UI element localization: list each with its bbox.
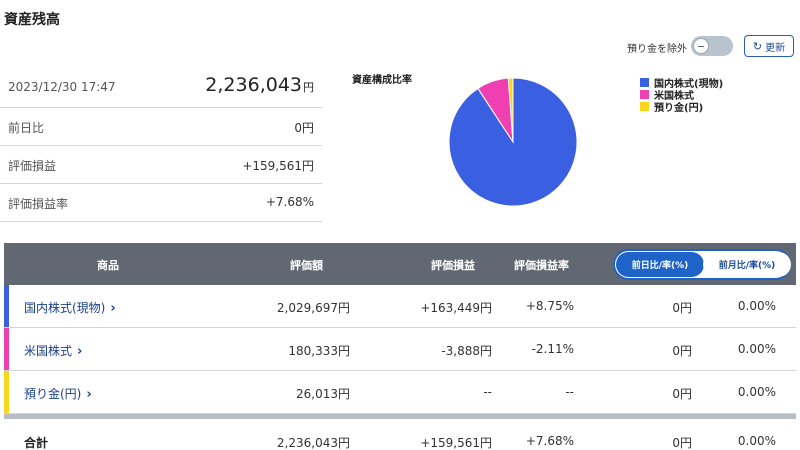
refresh-button[interactable]: ↻ 更新 bbox=[744, 35, 794, 57]
cell-gain-rate: -2.11% bbox=[531, 342, 574, 356]
row-color-bar bbox=[4, 285, 9, 327]
summary-panel: 2023/12/30 17:47 2,236,043円 前日比 0円 評価損益 … bbox=[0, 66, 322, 222]
legend-swatch bbox=[640, 102, 649, 111]
chevron-right-icon: › bbox=[77, 344, 83, 359]
header-gain: 評価損益 bbox=[431, 259, 475, 272]
table-row: 米国株式 › 180,333円 -3,888円 -2.11% 0円 0.00% bbox=[4, 328, 796, 371]
month-comparison-button[interactable]: 前月比/率(%) bbox=[703, 252, 791, 277]
cell-value: 2,236,043円 bbox=[276, 436, 350, 450]
header-gain-rate: 評価損益率 bbox=[514, 259, 569, 272]
summary-row-value: +7.68% bbox=[265, 195, 314, 209]
cell-diff-rate: 0.00% bbox=[737, 385, 776, 399]
cell-value: 2,029,697円 bbox=[276, 301, 350, 315]
total-label: 合計 bbox=[24, 436, 49, 450]
cell-value: 180,333円 bbox=[288, 344, 350, 358]
product-link-deposit[interactable]: 預り金(円) › bbox=[24, 387, 92, 402]
legend-swatch bbox=[640, 90, 649, 99]
table-row: 国内株式(現物) › 2,029,697円 +163,449円 +8.75% 0円… bbox=[4, 285, 796, 328]
header-product: 商品 bbox=[97, 259, 119, 272]
row-color-bar bbox=[4, 328, 9, 370]
cell-diff-rate: 0.00% bbox=[737, 299, 776, 313]
product-link-us[interactable]: 米国株式 › bbox=[24, 344, 83, 359]
pie-slice-deposit bbox=[507, 77, 514, 143]
table-total-row: 合計 2,236,043円 +159,561円 +7.68% 0円 0.00% bbox=[4, 419, 796, 450]
chevron-right-icon: › bbox=[110, 301, 116, 316]
summary-datetime: 2023/12/30 17:47 bbox=[8, 80, 116, 94]
refresh-label: 更新 bbox=[765, 42, 786, 54]
summary-row-label: 評価損益 bbox=[8, 159, 57, 173]
cell-gain-rate: +7.68% bbox=[525, 434, 574, 448]
legend-item-us: 米国株式 bbox=[640, 89, 723, 102]
summary-row-gain-rate: 評価損益率 +7.68% bbox=[0, 184, 322, 222]
product-link-domestic[interactable]: 国内株式(現物) › bbox=[24, 301, 116, 316]
exclude-deposit-toggle[interactable] bbox=[691, 36, 733, 56]
cell-gain: +159,561円 bbox=[420, 436, 492, 450]
day-comparison-button[interactable]: 前日比/率(%) bbox=[616, 252, 704, 277]
legend-label: 米国株式 bbox=[654, 91, 694, 102]
header-value: 評価額 bbox=[290, 259, 323, 272]
legend-item-domestic: 国内株式(現物) bbox=[640, 77, 724, 90]
page-title: 資産残高 bbox=[4, 12, 60, 28]
summary-total-value: 2,236,043円 bbox=[205, 74, 314, 96]
summary-row-day-change: 前日比 0円 bbox=[0, 108, 322, 146]
legend-label: 国内株式(現物) bbox=[654, 79, 724, 90]
chart-title: 資産構成比率 bbox=[352, 75, 412, 86]
summary-total-row: 2023/12/30 17:47 2,236,043円 bbox=[0, 66, 322, 108]
refresh-icon: ↻ bbox=[752, 39, 763, 53]
summary-row-label: 評価損益率 bbox=[8, 197, 69, 211]
cell-diff-rate: 0.00% bbox=[737, 342, 776, 356]
cell-gain: -- bbox=[483, 385, 492, 399]
comparison-period-toggle: 前日比/率(%) 前月比/率(%) bbox=[613, 249, 791, 280]
exclude-deposit-label: 預り金を除外 bbox=[627, 44, 687, 55]
chart-legend: 国内株式(現物) 米国株式 預り金(円) bbox=[640, 77, 724, 114]
legend-item-deposit: 預り金(円) bbox=[640, 101, 723, 114]
summary-row-gain: 評価損益 +159,561円 bbox=[0, 146, 322, 184]
cell-diff: 0円 bbox=[672, 436, 692, 450]
cell-gain: -3,888円 bbox=[441, 344, 492, 358]
cell-diff: 0円 bbox=[672, 387, 692, 401]
legend-swatch bbox=[640, 78, 649, 87]
toggle-knob bbox=[693, 38, 709, 54]
allocation-pie-chart bbox=[448, 77, 578, 207]
cell-diff: 0円 bbox=[672, 301, 692, 315]
table-header: 商品 評価額 評価損益 評価損益率 前日比/率(%) 前月比/率(%) bbox=[4, 243, 796, 285]
cell-value: 26,013円 bbox=[296, 387, 350, 401]
chevron-right-icon: › bbox=[86, 387, 92, 402]
summary-row-value: +159,561円 bbox=[242, 159, 314, 173]
summary-row-label: 前日比 bbox=[8, 121, 45, 135]
cell-diff-rate: 0.00% bbox=[737, 434, 776, 448]
cell-diff: 0円 bbox=[672, 344, 692, 358]
summary-row-value: 0円 bbox=[294, 121, 314, 135]
table-row: 預り金(円) › 26,013円 -- -- 0円 0.00% bbox=[4, 371, 796, 414]
cell-gain-rate: -- bbox=[565, 385, 574, 399]
legend-label: 預り金(円) bbox=[654, 103, 704, 114]
cell-gain-rate: +8.75% bbox=[525, 299, 574, 313]
total-divider bbox=[4, 414, 796, 419]
cell-gain: +163,449円 bbox=[420, 301, 492, 315]
row-color-bar bbox=[4, 371, 9, 413]
holdings-table: 商品 評価額 評価損益 評価損益率 前日比/率(%) 前月比/率(%) 国内株式… bbox=[4, 243, 796, 450]
